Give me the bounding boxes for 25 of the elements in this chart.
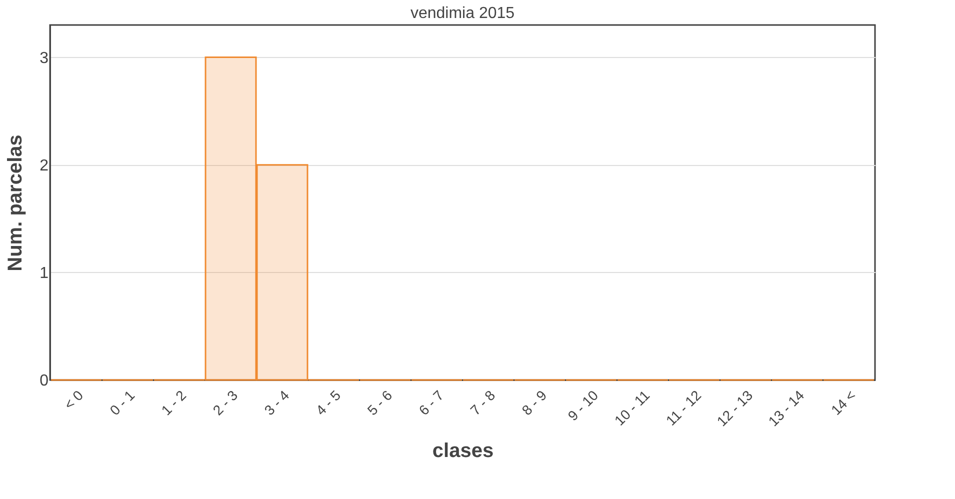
x-tick-label: 4 - 5 <box>312 386 344 418</box>
x-tick-label: 10 - 11 <box>611 386 653 428</box>
bar <box>204 56 257 381</box>
chart-title: vendimia 2015 <box>410 5 515 22</box>
x-tick-label: 3 - 4 <box>261 386 292 418</box>
x-tick-label: 8 - 9 <box>518 386 550 418</box>
y-axis-title: Num. parcelas <box>4 134 27 272</box>
x-tick-label: 14 < <box>828 387 859 418</box>
x-tick-label: 9 - 10 <box>564 386 602 424</box>
y-tick-label: 2 <box>40 157 49 174</box>
x-axis-title: clases <box>432 440 494 462</box>
x-tick-label: 6 - 7 <box>416 386 447 418</box>
x-tick-label: 1 - 2 <box>158 386 190 418</box>
x-tick-label: 12 - 13 <box>714 386 756 430</box>
x-tick-label: 5 - 6 <box>364 386 396 418</box>
x-tick-label: 11 - 12 <box>662 386 704 428</box>
x-tick-label: 7 - 8 <box>467 386 498 418</box>
x-tick-label: 2 - 3 <box>210 386 241 418</box>
y-tick-label: 0 <box>40 372 49 390</box>
x-tick-label: < 0 <box>60 386 86 412</box>
x-tick-label: 13 - 14 <box>765 386 808 430</box>
y-tick-label: 1 <box>40 264 49 282</box>
bar <box>256 164 308 381</box>
y-tick-label: 3 <box>40 50 49 67</box>
x-tick-label: 0 - 1 <box>106 386 138 418</box>
